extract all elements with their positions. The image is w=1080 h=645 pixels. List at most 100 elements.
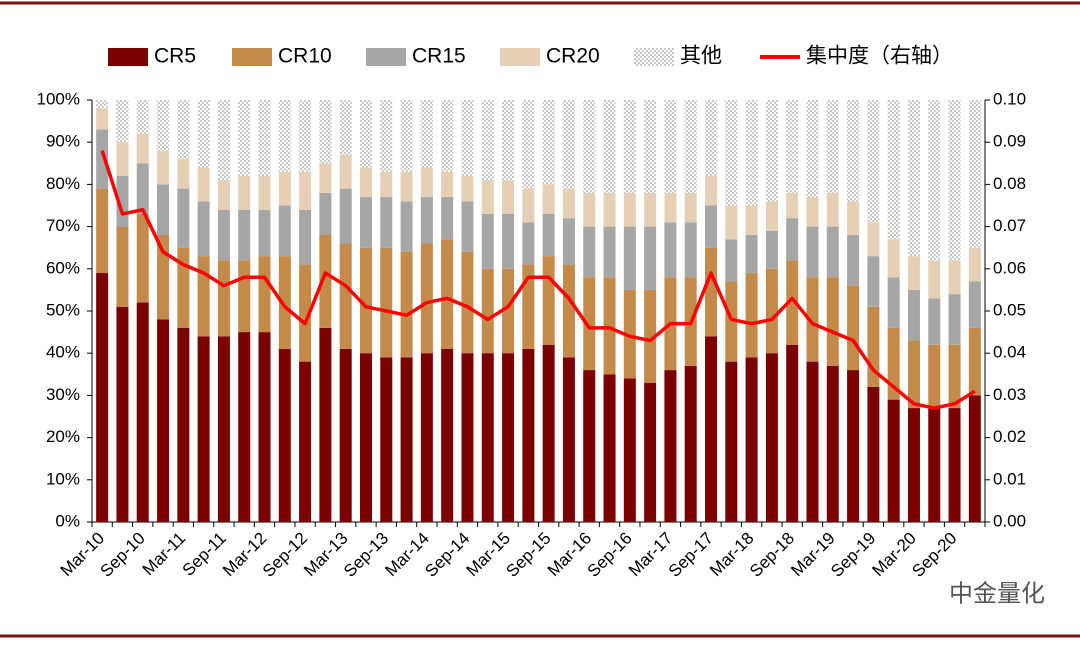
bar-segment bbox=[238, 175, 251, 210]
bar-segment bbox=[522, 264, 535, 349]
bar-segment bbox=[786, 100, 799, 193]
y-tick-label: 30% bbox=[46, 385, 80, 404]
x-tick-label: Mar-11 bbox=[139, 529, 190, 580]
x-tick-label: Sep-19 bbox=[827, 529, 879, 581]
bar-segment bbox=[380, 171, 393, 198]
bar-segment bbox=[441, 171, 454, 198]
bar-segment bbox=[826, 365, 839, 522]
bar-segment bbox=[928, 344, 941, 409]
bar-segment bbox=[786, 344, 799, 522]
y-tick-label: 100% bbox=[37, 89, 80, 108]
bar-segment bbox=[359, 247, 372, 354]
bar-segment bbox=[968, 281, 981, 328]
bar-segment bbox=[339, 154, 352, 189]
bar-segment bbox=[481, 268, 494, 354]
bar-segment bbox=[725, 239, 738, 282]
bar-segment bbox=[705, 247, 718, 337]
bar-segment bbox=[867, 100, 880, 223]
bar-segment bbox=[258, 209, 271, 257]
bar-segment bbox=[380, 357, 393, 522]
bar-segment bbox=[502, 213, 515, 269]
bar-segment bbox=[583, 370, 596, 522]
bar-segment bbox=[116, 142, 129, 176]
watermark: 中金量化 bbox=[949, 580, 1045, 607]
bar-segment bbox=[623, 378, 636, 522]
bar-segment bbox=[420, 243, 433, 354]
bar-segment bbox=[684, 192, 697, 223]
bar-segment bbox=[380, 247, 393, 358]
bar-segment bbox=[278, 171, 291, 206]
bar-segment bbox=[197, 256, 210, 337]
bar-segment bbox=[765, 230, 778, 269]
bar-segment bbox=[623, 100, 636, 193]
bar-segment bbox=[299, 209, 312, 265]
bar-segment bbox=[968, 395, 981, 522]
bar-segment bbox=[157, 100, 170, 151]
bar-segment bbox=[258, 100, 271, 176]
bar-segment bbox=[684, 365, 697, 522]
y2-tick-label: 0.10 bbox=[993, 89, 1026, 108]
bar-segment bbox=[684, 100, 697, 193]
bar-segment bbox=[562, 100, 575, 189]
bar-segment bbox=[725, 281, 738, 362]
bar-segment bbox=[481, 100, 494, 181]
bar-segment bbox=[522, 348, 535, 522]
bar-segment bbox=[968, 100, 981, 248]
bar-segment bbox=[420, 197, 433, 244]
bar-segment bbox=[238, 260, 251, 333]
bar-segment bbox=[928, 100, 941, 261]
bar-segment bbox=[542, 344, 555, 522]
bar-segment bbox=[96, 100, 109, 109]
x-tick-label: Sep-13 bbox=[340, 529, 392, 581]
y2-tick-label: 0.03 bbox=[993, 385, 1026, 404]
bar-segment bbox=[136, 163, 149, 214]
legend-swatch bbox=[500, 48, 540, 66]
bar-segment bbox=[806, 277, 819, 362]
bar-segment bbox=[461, 175, 474, 202]
bar-segment bbox=[116, 175, 129, 227]
bar-segment bbox=[826, 192, 839, 227]
bar-segment bbox=[157, 235, 170, 320]
bar-segment bbox=[826, 226, 839, 278]
bar-segment bbox=[420, 167, 433, 198]
bar-segment bbox=[238, 100, 251, 176]
bar-segment bbox=[502, 268, 515, 354]
x-tick-label: Sep-20 bbox=[908, 529, 960, 581]
legend-label: CR20 bbox=[546, 45, 600, 68]
legend-label: CR15 bbox=[412, 45, 466, 68]
bar-segment bbox=[441, 348, 454, 522]
bar-segment bbox=[583, 277, 596, 371]
bar-segment bbox=[948, 100, 961, 261]
bar-segment bbox=[887, 399, 900, 522]
bar-segment bbox=[745, 273, 758, 358]
bar-segment bbox=[705, 100, 718, 176]
bar-segment bbox=[116, 226, 129, 307]
bar-segment bbox=[786, 218, 799, 261]
y-tick-label: 20% bbox=[46, 427, 80, 446]
y2-tick-label: 0.04 bbox=[993, 343, 1026, 362]
y2-tick-label: 0.08 bbox=[993, 174, 1026, 193]
bar-segment bbox=[745, 235, 758, 274]
bar-segment bbox=[197, 201, 210, 257]
bar-segment bbox=[502, 180, 515, 214]
y2-tick-label: 0.00 bbox=[993, 511, 1026, 530]
bar-segment bbox=[96, 129, 109, 189]
bar-segment bbox=[299, 361, 312, 522]
bar-segment bbox=[928, 298, 941, 345]
legend-label: CR5 bbox=[154, 45, 196, 68]
y2-tick-label: 0.05 bbox=[993, 300, 1026, 319]
y-tick-label: 10% bbox=[46, 469, 80, 488]
bar-segment bbox=[136, 100, 149, 134]
bar-segment bbox=[705, 175, 718, 206]
bar-segment bbox=[319, 327, 332, 522]
bar-segment bbox=[583, 226, 596, 278]
bar-segment bbox=[725, 100, 738, 206]
bar-segment bbox=[502, 100, 515, 181]
bar-segment bbox=[258, 175, 271, 210]
x-tick-label: Sep-12 bbox=[259, 529, 311, 581]
bar-segment bbox=[278, 100, 291, 172]
y-tick-label: 90% bbox=[46, 132, 80, 151]
y-tick-label: 70% bbox=[46, 216, 80, 235]
bar-segment bbox=[380, 197, 393, 248]
bar-segment bbox=[664, 222, 677, 278]
